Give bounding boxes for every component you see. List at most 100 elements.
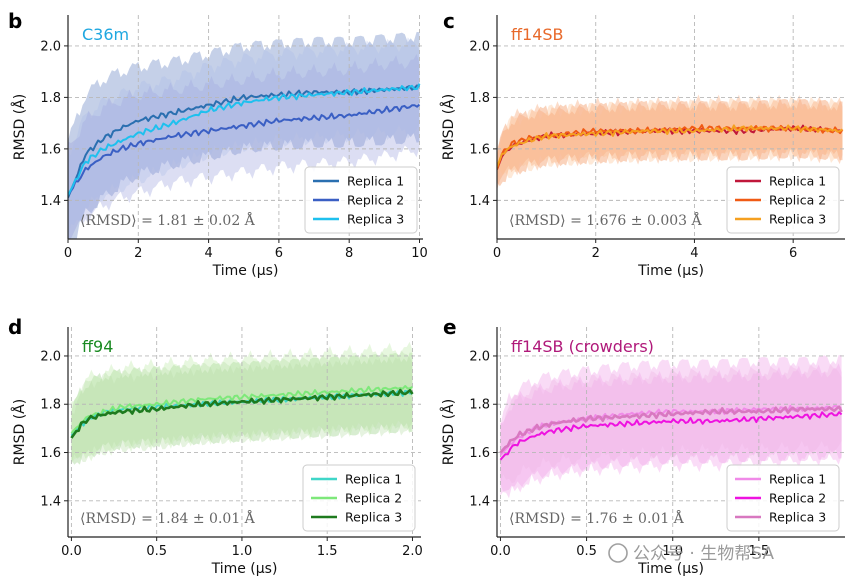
x-axis-label: Time (μs) — [211, 561, 278, 577]
x-tick-label: 0.5 — [146, 544, 167, 559]
series-lines — [70, 385, 414, 439]
legend-label: Replica 1 — [345, 472, 402, 487]
y-axis-label: RMSD (Å) — [440, 399, 457, 465]
x-tick-label: 1.5 — [749, 544, 770, 559]
panel-letter: e — [443, 315, 457, 339]
y-tick-label: 1.6 — [40, 446, 61, 461]
y-axis-label: RMSD (Å) — [11, 399, 28, 465]
legend: Replica 1 Replica 2 Replica 3 — [726, 166, 840, 234]
legend-label: Replica 2 — [769, 193, 826, 208]
legend-box — [726, 166, 840, 234]
x-tick-label: 4 — [690, 246, 698, 261]
bands — [497, 94, 843, 191]
band-replica-2 — [500, 363, 842, 496]
x-tick-label: 2.0 — [402, 544, 423, 559]
legend: Replica 1 Replica 2 Replica 3 — [726, 464, 840, 532]
x-tick-label: 0.5 — [576, 544, 597, 559]
y-tick-label: 1.4 — [469, 494, 490, 509]
y-tick-label: 2.0 — [40, 349, 61, 364]
panel-title: ff14SB — [511, 25, 564, 44]
legend-box — [304, 166, 418, 234]
panel-letter: b — [8, 9, 22, 33]
x-tick-label: 0.0 — [490, 544, 511, 559]
y-axis-label: RMSD (Å) — [440, 94, 457, 160]
legend: Replica 1 Replica 2 Replica 3 — [304, 166, 418, 234]
panel-title: C36m — [82, 25, 129, 44]
x-axis-label: Time (μs) — [212, 263, 279, 279]
mean-rmsd-annotation: ⟨RMSD⟩ = 1.81 ± 0.02 Å — [80, 211, 256, 229]
x-tick-label: 1.0 — [662, 544, 683, 559]
x-tick-label: 10 — [411, 246, 428, 261]
series-line-replica-3 — [497, 124, 844, 168]
mean-rmsd-annotation: ⟨RMSD⟩ = 1.676 ± 0.003 Å — [509, 211, 702, 229]
series-line-replica-2 — [70, 385, 413, 434]
x-tick-label: 6 — [789, 246, 797, 261]
series-lines — [499, 404, 843, 461]
legend-label: Replica 3 — [769, 212, 826, 227]
watermark: 公众号 · 生物帮SA — [608, 543, 774, 564]
bands — [500, 355, 842, 499]
mean-rmsd-annotation: ⟨RMSD⟩ = 1.84 ± 0.01 Å — [80, 509, 256, 527]
legend-label: Replica 1 — [769, 174, 826, 189]
panel-letter: d — [8, 315, 22, 339]
band-replica-3 — [500, 363, 842, 483]
series-line-replica-2 — [499, 411, 843, 461]
y-tick-label: 1.8 — [469, 91, 490, 106]
band-replica-3 — [497, 95, 843, 182]
x-tick-label: 2 — [134, 246, 142, 261]
series-line-replica-2 — [68, 103, 421, 196]
x-tick-label: 1.5 — [317, 544, 338, 559]
y-tick-label: 1.8 — [40, 91, 61, 106]
y-tick-label: 1.6 — [40, 142, 61, 157]
y-tick-label: 1.4 — [40, 494, 61, 509]
legend-label: Replica 2 — [345, 491, 402, 506]
y-tick-label: 1.8 — [40, 398, 61, 413]
legend-label: Replica 2 — [769, 491, 826, 506]
y-tick-label: 2.0 — [40, 39, 61, 54]
series-line-replica-1 — [68, 84, 420, 199]
legend-box — [726, 464, 840, 532]
band-replica-2 — [497, 94, 843, 191]
panel-b: 0 2 4 6 8 10 1.4 1.6 1.8 2.0 Time (μs) RMSD (Å) b C36… — [8, 9, 428, 279]
series-line-replica-3 — [499, 405, 843, 454]
band-replica-1 — [71, 352, 413, 465]
band-replica-1 — [68, 32, 420, 239]
legend: Replica 1 Replica 2 Replica 3 — [302, 464, 416, 532]
band-replica-1 — [497, 98, 843, 187]
panel-title: ff94 — [82, 337, 113, 356]
legend-label: Replica 3 — [769, 510, 826, 525]
series-line-replica-3 — [68, 83, 421, 196]
x-tick-label: 2 — [592, 246, 600, 261]
legend-label: Replica 3 — [345, 510, 402, 525]
legend-label: Replica 1 — [347, 174, 404, 189]
panel-letter: c — [443, 9, 455, 33]
y-tick-label: 2.0 — [469, 349, 490, 364]
watermark-text: 公众号 · 生物帮SA — [633, 544, 774, 564]
series-lines — [497, 124, 844, 170]
legend-label: Replica 1 — [769, 472, 826, 487]
legend-label: Replica 3 — [347, 212, 404, 227]
panel-c: 0 2 4 6 1.4 1.6 1.8 2.0 Time (μs) RMSD (Å) c ff14SB… — [440, 9, 845, 279]
y-tick-label: 1.8 — [469, 398, 490, 413]
y-tick-label: 1.4 — [40, 194, 61, 209]
band-replica-3 — [68, 37, 420, 238]
x-tick-label: 4 — [204, 246, 212, 261]
band-replica-2 — [68, 53, 420, 239]
y-tick-label: 1.4 — [469, 194, 490, 209]
series-line-replica-3 — [70, 388, 414, 439]
x-tick-label: 1.0 — [232, 544, 253, 559]
x-axis-label: Time (μs) — [637, 561, 704, 577]
y-tick-label: 1.6 — [469, 142, 490, 157]
x-tick-label: 0.0 — [61, 544, 82, 559]
x-tick-label: 0 — [64, 246, 72, 261]
x-axis-label: Time (μs) — [637, 263, 704, 279]
x-tick-label: 0 — [493, 246, 501, 261]
mean-rmsd-annotation: ⟨RMSD⟩ = 1.76 ± 0.01 Å — [509, 509, 685, 527]
band-replica-1 — [500, 355, 842, 499]
panel-d: 0.0 0.5 1.0 1.5 2.0 1.4 1.6 1.8 2.0 Time (μs) RMSD… — [8, 315, 423, 577]
series-lines — [68, 83, 421, 199]
legend-label: Replica 2 — [347, 193, 404, 208]
y-axis-label: RMSD (Å) — [11, 94, 28, 160]
bands — [68, 32, 420, 239]
